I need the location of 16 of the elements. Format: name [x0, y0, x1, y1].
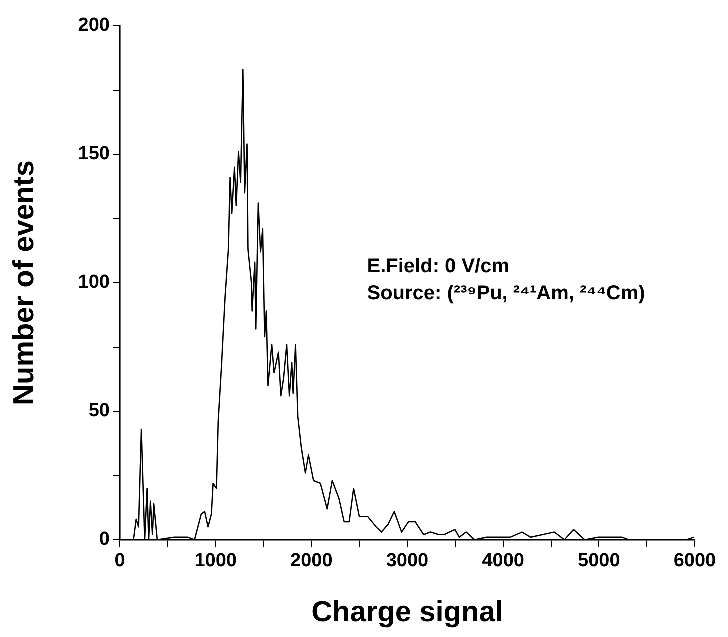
annotation: Source: (²³⁹Pu, ²⁴¹Am, ²⁴⁴Cm) — [367, 282, 646, 305]
annotation: E.Field: 0 V/cm — [367, 256, 510, 278]
y-tick-label: 100 — [78, 272, 110, 294]
x-tick-label: 1000 — [194, 550, 237, 572]
x-tick-label: 0 — [114, 550, 126, 572]
y-tick-label: 150 — [78, 144, 110, 165]
x-axis-title: Charge signal — [312, 596, 504, 629]
y-tick-label: 50 — [88, 400, 110, 422]
y-tick-label: 200 — [78, 15, 110, 36]
y-tick-label: 0 — [99, 529, 110, 550]
x-tick-label: 5000 — [578, 550, 620, 572]
x-tick-label: 3000 — [386, 550, 429, 572]
y-axis-title: Number of events — [8, 160, 40, 406]
x-tick-label: 4000 — [482, 550, 524, 572]
x-tick-label: 2000 — [290, 550, 333, 572]
x-tick-label: 6000 — [674, 550, 716, 572]
